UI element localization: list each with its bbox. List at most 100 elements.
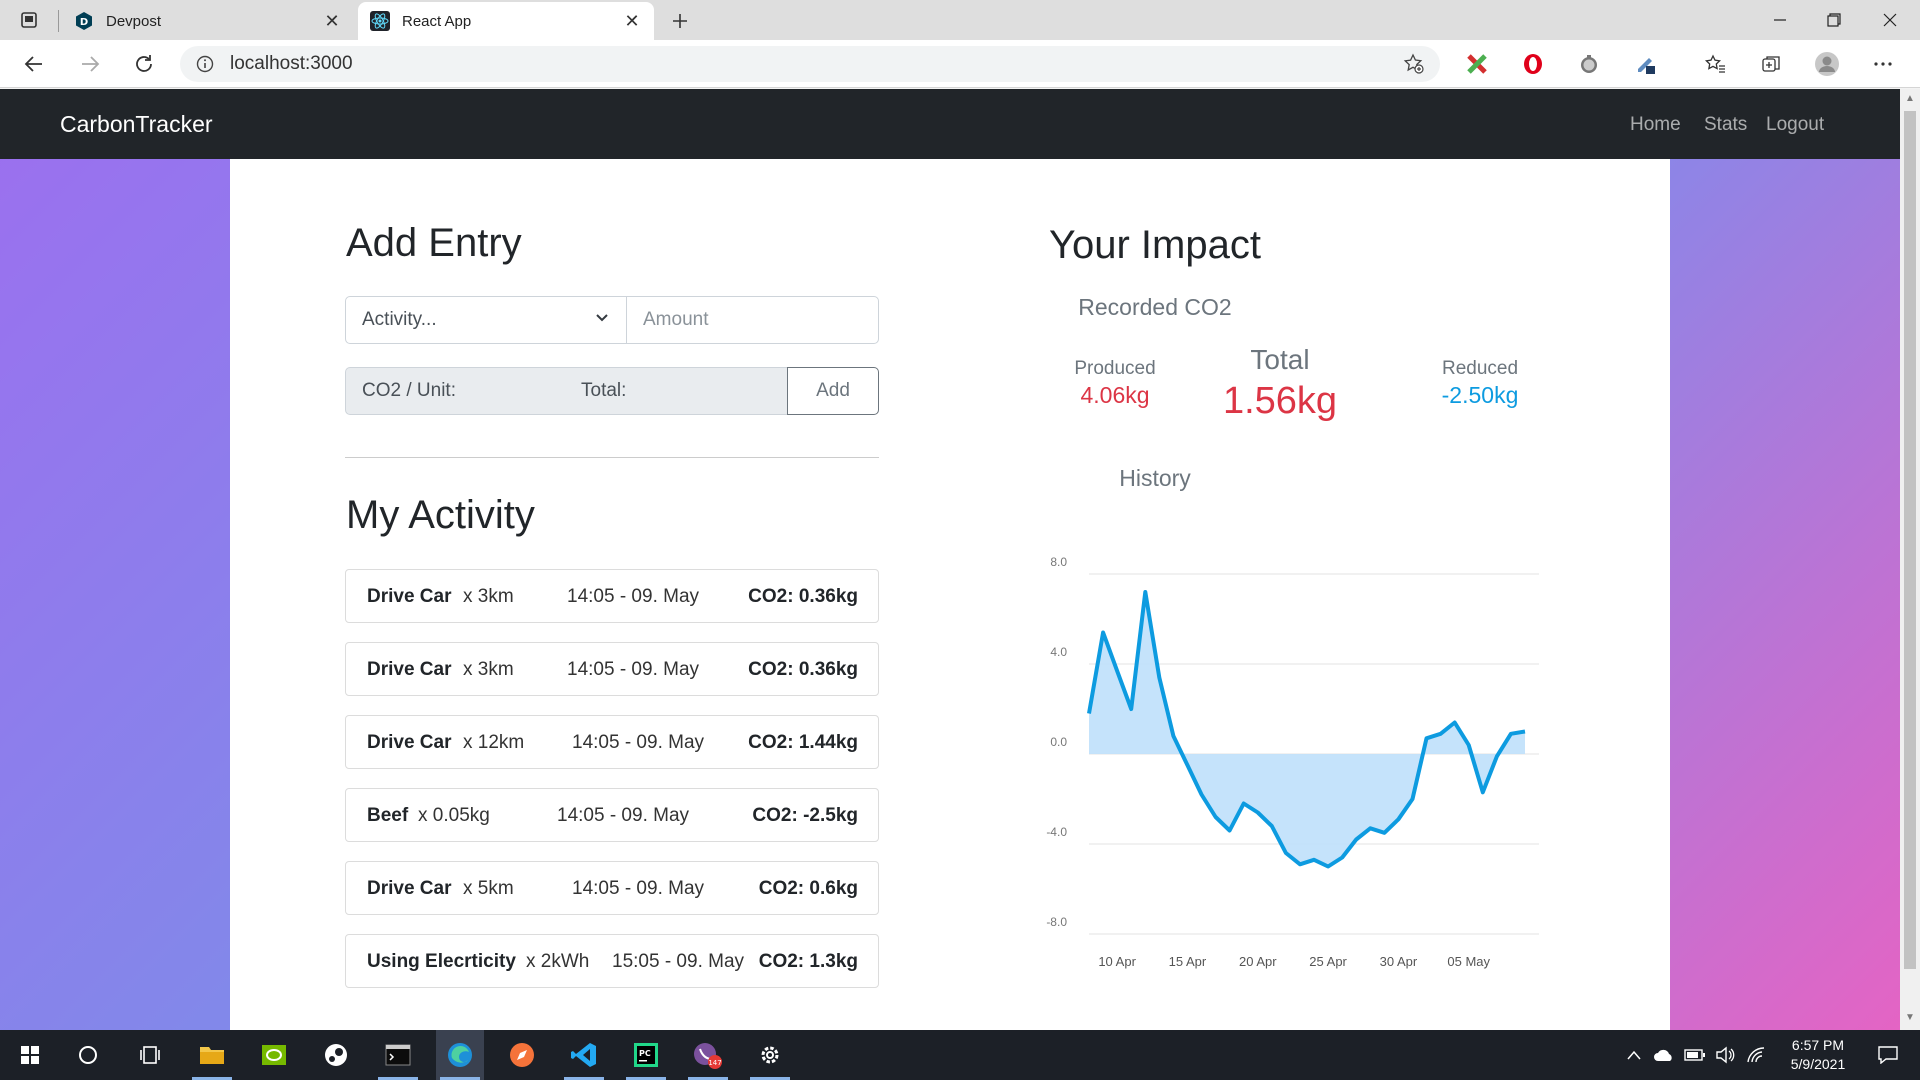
- pen-extension-icon[interactable]: [1630, 50, 1660, 78]
- address-bar[interactable]: localhost:3000: [180, 46, 1440, 82]
- main-content: Add Entry Activity... Amount CO2 / Unit:…: [230, 159, 1670, 1030]
- chevron-down-icon: [594, 309, 610, 331]
- reload-icon[interactable]: [126, 48, 162, 80]
- nvidia-icon[interactable]: [250, 1030, 298, 1080]
- your-impact-heading: Your Impact: [1049, 223, 1261, 267]
- pycharm-icon[interactable]: PC: [622, 1030, 670, 1080]
- activity-item[interactable]: Drive Car x 3km 14:05 - 09. May CO2: 0.3…: [345, 642, 879, 696]
- safari-icon[interactable]: [498, 1030, 546, 1080]
- nav-logout[interactable]: Logout: [1766, 114, 1825, 135]
- activity-co2: CO2: -2.5kg: [752, 805, 858, 826]
- tray-chevron-up-icon[interactable]: [1622, 1030, 1646, 1080]
- y-tick-label: -4.0: [1046, 825, 1067, 839]
- brand-logo[interactable]: CarbonTracker: [60, 111, 213, 137]
- devpost-icon: D: [74, 11, 94, 31]
- favorites-icon[interactable]: [1700, 50, 1730, 78]
- x-tick-label: 30 Apr: [1380, 954, 1418, 969]
- tab-actions-icon[interactable]: [14, 8, 44, 32]
- activity-name: Drive Car: [367, 659, 452, 680]
- svg-text:D: D: [80, 17, 88, 28]
- profile-avatar-icon[interactable]: [1812, 50, 1842, 78]
- start-icon[interactable]: [6, 1030, 54, 1080]
- site-info-icon[interactable]: [194, 53, 216, 75]
- activity-time: 14:05 - 09. May: [557, 805, 690, 826]
- wifi-icon[interactable]: [1742, 1030, 1770, 1080]
- activity-item[interactable]: Drive Car x 5km 14:05 - 09. May CO2: 0.6…: [345, 861, 879, 915]
- amount-input[interactable]: Amount: [626, 296, 879, 344]
- timer-extension-icon[interactable]: [1574, 50, 1604, 78]
- activity-item[interactable]: Drive Car x 3km 14:05 - 09. May CO2: 0.3…: [345, 569, 879, 623]
- system-clock[interactable]: 6:57 PM 5/9/2021: [1778, 1036, 1858, 1074]
- tab-react-app[interactable]: React App ✕: [358, 2, 654, 40]
- y-tick-label: 0.0: [1050, 735, 1067, 749]
- more-options-icon[interactable]: [1868, 50, 1898, 78]
- history-series-line: [1087, 590, 1526, 869]
- battery-icon[interactable]: [1682, 1030, 1708, 1080]
- activity-item[interactable]: Drive Car x 12km 14:05 - 09. May CO2: 1.…: [345, 715, 879, 769]
- terminal-icon[interactable]: [374, 1030, 422, 1080]
- activity-co2: CO2: 1.44kg: [748, 732, 858, 753]
- scroll-down-icon[interactable]: ▼: [1905, 1012, 1915, 1023]
- activity-item[interactable]: Using Elecrticity x 2kWh 15:05 - 09. May…: [345, 934, 879, 988]
- total-value: 1.56kg: [1222, 380, 1338, 422]
- back-icon[interactable]: [16, 48, 52, 80]
- activity-quantity: x 2kWh: [526, 951, 590, 972]
- activity-co2: CO2: 0.36kg: [748, 659, 858, 680]
- close-window-icon[interactable]: [1862, 4, 1918, 36]
- activity-name: Drive Car: [367, 878, 452, 899]
- scroll-thumb[interactable]: [1904, 111, 1916, 969]
- search-icon[interactable]: [64, 1030, 112, 1080]
- onedrive-icon[interactable]: [1650, 1030, 1678, 1080]
- new-tab-icon[interactable]: [664, 5, 696, 37]
- restore-icon[interactable]: [1806, 4, 1862, 36]
- add-favorite-icon[interactable]: [1402, 52, 1426, 76]
- scroll-up-icon[interactable]: ▲: [1905, 93, 1915, 104]
- x-tick-label: 05 May: [1447, 954, 1490, 969]
- clock-date: 5/9/2021: [1790, 1056, 1846, 1072]
- svg-text:PC: PC: [639, 1049, 651, 1058]
- history-area-fill: [1089, 592, 1525, 867]
- minimize-icon[interactable]: [1752, 4, 1808, 36]
- add-button[interactable]: Add: [787, 367, 879, 415]
- close-icon[interactable]: ✕: [324, 10, 340, 31]
- activity-name: Beef: [367, 805, 409, 826]
- x-tick-label: 10 Apr: [1098, 954, 1136, 969]
- notification-icon[interactable]: [1868, 1030, 1908, 1080]
- page-scrollbar[interactable]: ▲ ▼: [1900, 89, 1920, 1030]
- add-entry-heading: Add Entry: [346, 221, 522, 265]
- my-activity-heading: My Activity: [346, 493, 535, 537]
- extension-puzzle-x-icon[interactable]: [1462, 50, 1492, 78]
- activity-time: 14:05 - 09. May: [572, 878, 705, 899]
- nav-stats[interactable]: Stats: [1704, 114, 1748, 135]
- total-field: Total:: [565, 367, 788, 415]
- section-divider: [345, 457, 879, 458]
- amount-placeholder: Amount: [643, 309, 709, 330]
- vscode-icon[interactable]: [560, 1030, 608, 1080]
- history-label: History: [1119, 465, 1191, 491]
- collections-icon[interactable]: [1756, 50, 1786, 78]
- tab-devpost[interactable]: D Devpost ✕: [62, 2, 354, 40]
- page-viewport: CarbonTracker Home Stats Logout Add Entr…: [0, 89, 1900, 1030]
- x-tick-label: 15 Apr: [1169, 954, 1207, 969]
- close-icon[interactable]: ✕: [624, 10, 640, 31]
- reduced-label: Reduced: [1441, 358, 1519, 379]
- forward-icon[interactable]: [72, 48, 108, 80]
- activity-quantity: x 12km: [463, 732, 525, 753]
- activity-quantity: x 5km: [463, 878, 514, 899]
- x-tick-label: 25 Apr: [1309, 954, 1347, 969]
- edge-icon[interactable]: [436, 1030, 484, 1080]
- viber-icon[interactable]: 147: [684, 1030, 732, 1080]
- windows-taskbar: PC 147 6:57 PM 5/9/2021: [0, 1030, 1920, 1080]
- file-explorer-icon[interactable]: [188, 1030, 236, 1080]
- activity-item[interactable]: Beef x 0.05kg 14:05 - 09. May CO2: -2.5k…: [345, 788, 879, 842]
- total-label: Total:: [581, 380, 627, 401]
- opera-icon[interactable]: [1518, 50, 1548, 78]
- settings-icon[interactable]: [746, 1030, 794, 1080]
- nav-home[interactable]: Home: [1630, 114, 1681, 135]
- volume-icon[interactable]: [1712, 1030, 1738, 1080]
- task-view-icon[interactable]: [126, 1030, 174, 1080]
- activity-time: 14:05 - 09. May: [567, 586, 700, 607]
- react-icon: [370, 11, 390, 31]
- steam-icon[interactable]: [312, 1030, 360, 1080]
- tab-title: Devpost: [106, 12, 162, 30]
